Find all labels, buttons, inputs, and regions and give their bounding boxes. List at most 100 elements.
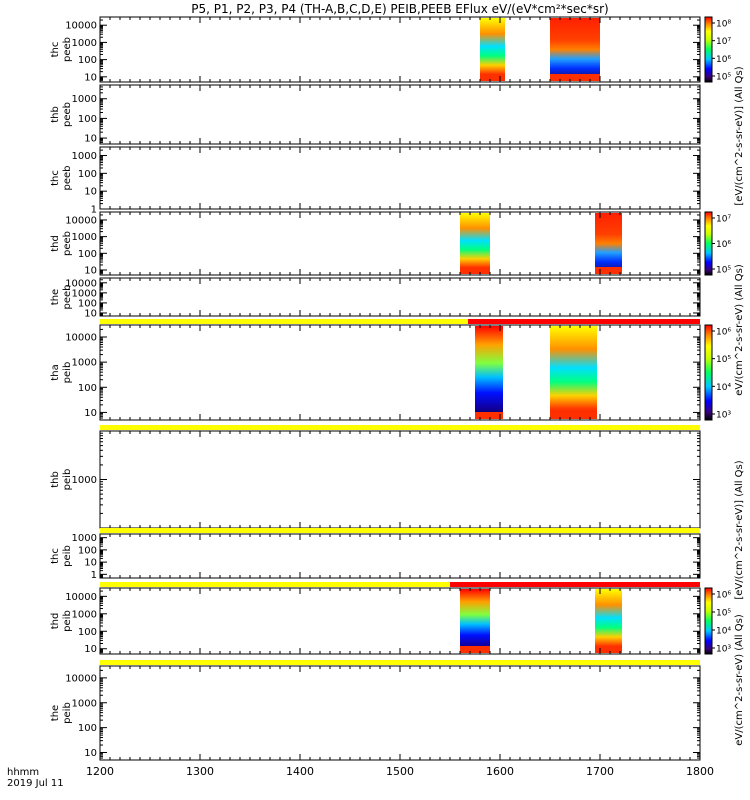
spectrogram-low-energy-band [550,412,597,419]
panel-frame [99,146,701,210]
x-tick-label: 1700 [586,765,614,778]
y-tick-label: 1 [91,570,97,581]
colorbar-tick-label: 10⁶ [716,328,731,338]
spectrogram-interval [475,326,503,419]
x-axis-label-date: 2019 Jul 11 [7,778,64,789]
y-tick-label: 10 [84,308,97,319]
y-tick-label: 10 [84,748,97,759]
spectrogram-low-energy-band [460,267,490,274]
panel-label-product: peib [62,545,73,567]
colorbar-tick-label: 10⁵ [716,355,731,365]
y-tick-label: 10 [84,134,97,145]
x-tick-label: 1600 [486,765,514,778]
spectrogram-interval [480,18,505,81]
panel-label-probe: the [50,705,61,721]
colorbar-strip [704,211,713,276]
colorbar-tick-label: 10⁶ [716,591,731,601]
y-tick-label: 10 [84,265,97,276]
colorbar-thd-peeb: 10⁷ 10⁶ 10⁵ [704,211,731,276]
panel-label-probe: the [50,289,61,305]
colorbar-tick-label: 10³ [716,411,731,421]
colorbar-tick-label: 10⁷ [716,37,731,47]
colorbar-tick-label: 10⁷ [716,215,731,225]
colorbar-tick-label: 10⁴ [716,627,731,637]
panel-thd-peeb: 10 100 1000 10000 thd peeb [50,211,701,276]
y-tick-label: 10000 [65,673,97,684]
panel-label-product: peeb [62,102,73,127]
colorbar-group: 10⁸10⁷10⁶10⁵10⁷10⁶10⁵10⁶10⁵10⁴10³10⁶10⁵1… [704,16,731,655]
panel-label-probe: tha [50,364,61,380]
y-tick-label: 10 [84,558,97,569]
colorbar-units-peib-lower: eV/(cm^2-s-sr-eV) (All Qs) [734,614,745,746]
colorbar-tick-label: 10⁶ [716,55,731,65]
y-tick-label: 1000 [72,151,97,162]
mode-bar-segment [100,425,700,430]
y-tick-label: 100 [78,114,97,125]
y-tick-label: 100 [78,723,97,734]
y-tick-label: 10 [84,72,97,83]
panel-the-peib: 10 100 1000 10000 the peib [50,665,701,761]
panel-label-probe: thb [50,471,61,488]
y-tick-label: 10000 [65,278,97,289]
y-tick-label: 1 [91,205,97,216]
panel-label-product: peeb [62,231,73,256]
spectrogram-low-energy-band [480,74,505,81]
x-tick-label: 1800 [686,765,714,778]
colorbar-tick-label: 10⁶ [716,240,731,250]
y-tick-label: 1000 [72,358,97,369]
panel-label-product: peib [62,469,73,491]
colorbar-units-peib-upper: [eV/(cm^2-s-sr-eV)] (All Qs) [734,460,745,599]
colorbar-tick-label: 10⁴ [716,383,731,393]
y-tick-label: 10 [84,644,97,655]
y-tick-label: 10 [84,187,97,198]
spectrogram-interval [460,589,490,653]
y-tick-label: 1000 [72,698,97,709]
colorbar-tha-peib: 10⁶ 10⁵ 10⁴ 10³ [704,324,731,421]
y-tick-label: 1000 [72,533,97,544]
colorbar-tick-label: 10⁸ [716,20,731,30]
panel-frame [99,533,701,579]
x-tick-label: 1200 [86,765,114,778]
y-tick-label: 100 [78,298,97,309]
panel-frame [99,324,701,421]
y-tick-label: 1000 [72,475,97,486]
mode-bar-segment [100,528,700,533]
figure-title: P5, P1, P2, P3, P4 (TH-A,B,C,D,E) PEIB,P… [191,2,608,16]
colorbar-thd-peib: 10⁶ 10⁵ 10⁴ 10³ [704,587,731,655]
panel-label-probe: thc [50,170,61,186]
panel-frame [99,84,701,145]
x-tick-label: 1500 [386,765,414,778]
spectrogram-low-energy-band [460,646,490,653]
panel-label-probe: thb [50,106,61,123]
panel-tha-peib: 10 100 1000 10000 tha peib [50,324,701,421]
colorbar-strip [704,587,713,655]
spectrogram-low-energy-band [595,267,622,274]
panel-frame [99,16,701,83]
y-tick-label: 1000 [72,609,97,620]
x-tick-label: 1300 [186,765,214,778]
colorbar-tick-label: 10⁵ [716,73,731,83]
panel-label-product: peib [62,702,73,724]
y-tick-label: 1000 [72,38,97,49]
colorbar-thc-peeb: 10⁸ 10⁷ 10⁶ 10⁵ [704,16,731,83]
colorbar-tick-label: 10⁵ [716,609,731,619]
y-tick-label: 1000 [72,232,97,243]
panel-thd-peib: 10 100 1000 10000 thd peib [50,587,701,655]
panel-thc-peeb: 1 10 100 1000 thc peeb [50,146,701,216]
panel-thb-peeb: 10 100 1000 thb peeb [50,84,701,145]
y-tick-label: 100 [78,169,97,180]
y-tick-label: 10000 [65,215,97,226]
x-tick-label: 1400 [286,765,314,778]
colorbar-strip [704,324,713,421]
spectrogram-interval [550,326,597,419]
panel-label-probe: thd [50,613,61,630]
panel-thb-peib: 1000 thb peib [50,430,701,529]
panel-label-product: peeb [62,285,73,310]
y-tick-label: 100 [78,545,97,556]
spectrogram-interval [595,213,622,274]
y-tick-label: 100 [78,249,97,260]
